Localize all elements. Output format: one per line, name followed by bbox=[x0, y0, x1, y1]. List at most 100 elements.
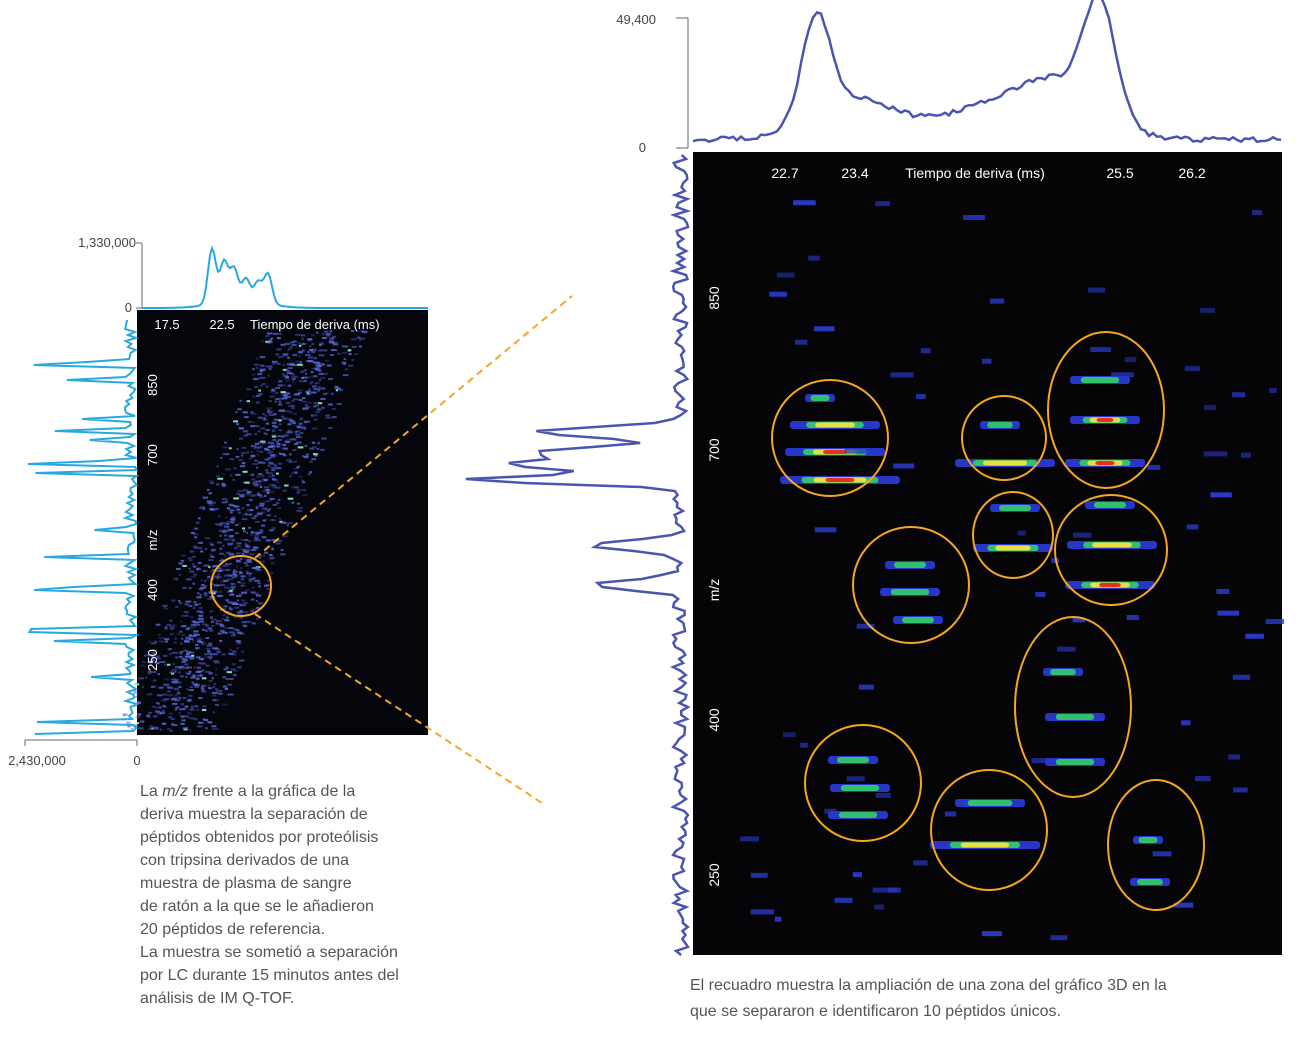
signal bbox=[206, 648, 211, 650]
signal bbox=[853, 872, 862, 877]
signal bbox=[302, 494, 307, 496]
signal bbox=[178, 671, 181, 673]
signal bbox=[196, 678, 199, 680]
signal bbox=[239, 660, 245, 662]
signal bbox=[274, 419, 280, 421]
signal bbox=[228, 653, 233, 655]
signal bbox=[180, 675, 184, 677]
signal bbox=[224, 586, 228, 588]
signal bbox=[300, 361, 302, 363]
signal bbox=[268, 472, 273, 474]
signal bbox=[302, 377, 308, 379]
signal bbox=[769, 292, 787, 297]
signal bbox=[242, 553, 244, 555]
signal bbox=[198, 722, 204, 724]
signal bbox=[945, 811, 956, 816]
signal bbox=[222, 483, 225, 485]
signal bbox=[777, 273, 795, 278]
signal bbox=[192, 563, 195, 565]
signal bbox=[126, 722, 131, 724]
signal bbox=[291, 438, 297, 440]
signal bbox=[137, 722, 139, 724]
signal bbox=[268, 558, 271, 560]
signal bbox=[152, 706, 156, 708]
signal bbox=[318, 370, 322, 372]
signal bbox=[270, 391, 275, 393]
signal bbox=[258, 417, 263, 419]
signal bbox=[209, 504, 215, 506]
signal bbox=[314, 357, 317, 359]
signal bbox=[164, 706, 167, 708]
signal bbox=[254, 386, 258, 388]
signal bbox=[257, 512, 262, 514]
signal bbox=[208, 687, 212, 689]
signal bbox=[188, 568, 191, 570]
signal bbox=[1269, 388, 1277, 393]
signal bbox=[876, 793, 891, 798]
signal bbox=[262, 508, 268, 510]
signal bbox=[260, 356, 266, 358]
signal bbox=[212, 692, 218, 694]
signal bbox=[196, 596, 201, 598]
signal bbox=[265, 459, 270, 461]
signal bbox=[214, 584, 220, 586]
signal bbox=[243, 489, 249, 491]
signal bbox=[237, 408, 242, 410]
signal bbox=[963, 215, 985, 220]
signal bbox=[297, 342, 301, 344]
signal bbox=[239, 522, 241, 524]
signal bbox=[226, 552, 231, 554]
signal bbox=[1228, 755, 1240, 760]
signal bbox=[298, 466, 300, 468]
signal bbox=[224, 580, 227, 582]
signal bbox=[284, 485, 288, 487]
signal bbox=[171, 678, 176, 680]
signal bbox=[226, 617, 228, 619]
signal bbox=[267, 588, 270, 590]
signal bbox=[243, 551, 249, 553]
signal bbox=[229, 509, 234, 511]
signal bbox=[257, 373, 262, 375]
signal bbox=[252, 368, 254, 370]
mz-tick: 850 bbox=[145, 374, 160, 396]
signal bbox=[343, 374, 349, 376]
signal bbox=[211, 619, 217, 621]
signal bbox=[285, 410, 291, 412]
signal bbox=[251, 373, 255, 375]
drift-label: Tiempo de deriva (ms) bbox=[250, 317, 380, 332]
signal bbox=[145, 677, 147, 679]
signal bbox=[248, 561, 252, 563]
signal bbox=[325, 414, 330, 416]
signal bbox=[826, 478, 855, 482]
signal bbox=[800, 743, 807, 748]
signal bbox=[194, 536, 196, 538]
signal bbox=[291, 502, 294, 504]
signal bbox=[258, 585, 260, 587]
signal bbox=[251, 495, 254, 497]
signal bbox=[240, 539, 243, 541]
signal bbox=[219, 553, 224, 555]
signal bbox=[183, 727, 189, 729]
caption-text: m/z bbox=[162, 783, 188, 800]
signal bbox=[241, 452, 246, 454]
signal bbox=[235, 474, 240, 476]
signal bbox=[272, 361, 278, 363]
signal bbox=[243, 602, 248, 604]
caption-text: frente a la gráfica de la bbox=[192, 783, 355, 800]
signal bbox=[272, 388, 275, 390]
signal bbox=[205, 630, 207, 632]
right-top-trace bbox=[693, 0, 1281, 142]
signal bbox=[271, 548, 274, 550]
signal bbox=[278, 507, 282, 509]
signal bbox=[246, 493, 251, 495]
signal bbox=[212, 502, 216, 504]
signal bbox=[186, 628, 190, 630]
signal bbox=[267, 407, 273, 409]
signal bbox=[891, 372, 914, 377]
signal bbox=[296, 492, 299, 494]
signal bbox=[256, 494, 260, 496]
signal bbox=[270, 454, 275, 456]
signal bbox=[206, 665, 210, 667]
signal bbox=[1090, 347, 1111, 352]
signal bbox=[233, 420, 238, 422]
